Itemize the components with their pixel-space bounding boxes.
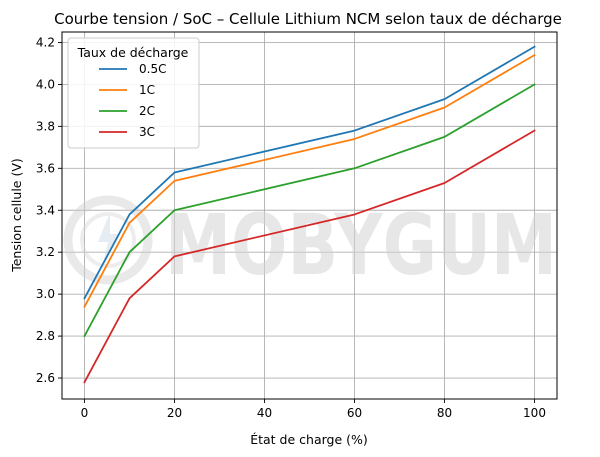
plot-frame bbox=[61, 31, 558, 400]
legend-label: 2C bbox=[139, 104, 155, 118]
y-tick-label: 3.0 bbox=[36, 287, 55, 301]
y-tick-label: 3.6 bbox=[36, 161, 55, 175]
series-line-3c bbox=[83, 129, 536, 384]
y-tick-label: 2.6 bbox=[36, 371, 55, 385]
y-tick-label: 4.0 bbox=[36, 77, 55, 91]
legend-items: 0.5C 1C 2C 3C bbox=[99, 62, 166, 139]
x-tick-label: 40 bbox=[257, 406, 272, 420]
x-axis: 0 20 40 60 80 100 bbox=[81, 399, 546, 420]
x-tick-label: 20 bbox=[167, 406, 182, 420]
series-line-0-5c bbox=[83, 45, 536, 300]
series-line-1c bbox=[83, 53, 536, 308]
legend-label: 3C bbox=[139, 125, 155, 139]
x-tick-label: 60 bbox=[347, 406, 362, 420]
legend-label: 0.5C bbox=[139, 62, 166, 76]
y-tick-label: 3.4 bbox=[36, 203, 55, 217]
y-tick-label: 3.8 bbox=[36, 119, 55, 133]
legend-item: 1C bbox=[99, 83, 155, 97]
x-axis-label: État de charge (%) bbox=[250, 432, 368, 447]
y-tick-label: 2.8 bbox=[36, 329, 55, 343]
y-axis-label: Tension cellule (V) bbox=[9, 158, 24, 273]
series-line-2c bbox=[83, 83, 536, 338]
y-tick-label: 4.2 bbox=[36, 35, 55, 49]
legend-title: Taux de décharge bbox=[77, 45, 189, 60]
y-tick-label: 3.2 bbox=[36, 245, 55, 259]
legend-item: 3C bbox=[99, 125, 155, 139]
gear-bolt-logo-icon bbox=[63, 195, 153, 285]
legend: Taux de décharge 0.5C 1C 2C 3C bbox=[67, 37, 200, 149]
chart-title: Courbe tension / SoC – Cellule Lithium N… bbox=[54, 10, 562, 28]
legend-item: 0.5C bbox=[99, 62, 166, 76]
x-tick-label: 100 bbox=[523, 406, 546, 420]
legend-label: 1C bbox=[139, 83, 155, 97]
legend-box bbox=[67, 37, 200, 149]
y-axis: 2.6 2.8 3.0 3.2 3.4 3.6 3.8 4.0 4.2 bbox=[36, 35, 62, 385]
x-tick-label: 80 bbox=[437, 406, 452, 420]
x-tick-label: 0 bbox=[81, 406, 89, 420]
legend-item: 2C bbox=[99, 104, 155, 118]
series-lines bbox=[83, 45, 536, 384]
